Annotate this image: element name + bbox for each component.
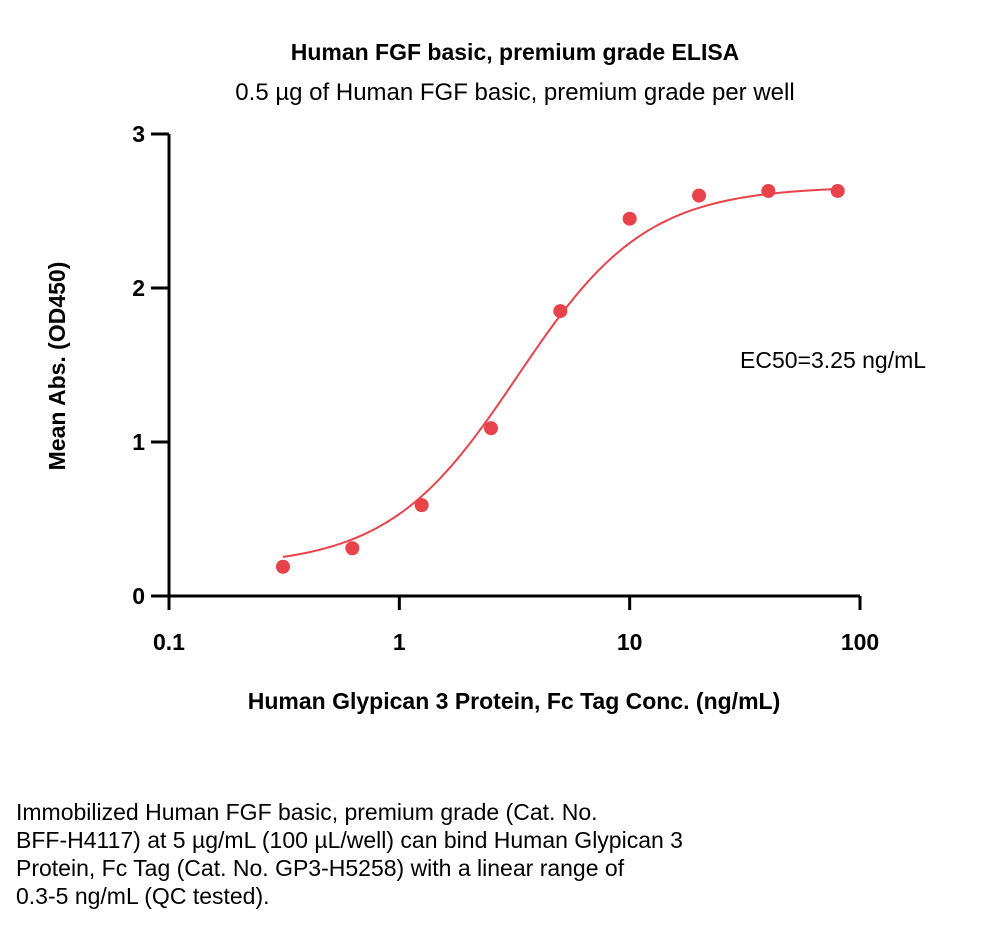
- axes: [167, 134, 860, 598]
- chart-subtitle: 0.5 µg of Human FGF basic, premium grade…: [235, 79, 794, 106]
- data-point: [483, 421, 498, 436]
- data-point: [414, 498, 429, 513]
- data-point: [345, 541, 360, 556]
- y-axis-label: Mean Abs. (OD450): [44, 262, 70, 471]
- x-tick-label: 10: [617, 629, 643, 655]
- x-tick-label: 1: [393, 629, 406, 655]
- data-point: [761, 183, 776, 198]
- x-tick-label: 100: [841, 629, 879, 655]
- x-axis-label: Human Glypican 3 Protein, Fc Tag Conc. (…: [248, 688, 780, 714]
- y-tick-label: 0: [132, 583, 145, 609]
- ec50-annotation: EC50=3.25 ng/mL: [740, 347, 926, 373]
- data-point: [692, 188, 707, 203]
- y-tick-label: 3: [132, 121, 145, 147]
- data-point: [622, 211, 637, 226]
- data-point: [275, 559, 290, 574]
- data-point: [553, 304, 568, 319]
- elisa-chart: Human FGF basic, premium grade ELISA 0.5…: [44, 39, 926, 714]
- chart-title: Human FGF basic, premium grade ELISA: [291, 39, 740, 65]
- y-tick-label: 1: [132, 429, 145, 455]
- figure-caption: Immobilized Human FGF basic, premium gra…: [16, 799, 683, 909]
- x-tick-label: 0.1: [153, 629, 185, 655]
- y-tick-label: 2: [132, 275, 145, 301]
- data-points: [275, 183, 845, 574]
- data-point: [830, 183, 845, 198]
- ticks: 0.1 1 10 100 0 1 2 3: [132, 121, 879, 655]
